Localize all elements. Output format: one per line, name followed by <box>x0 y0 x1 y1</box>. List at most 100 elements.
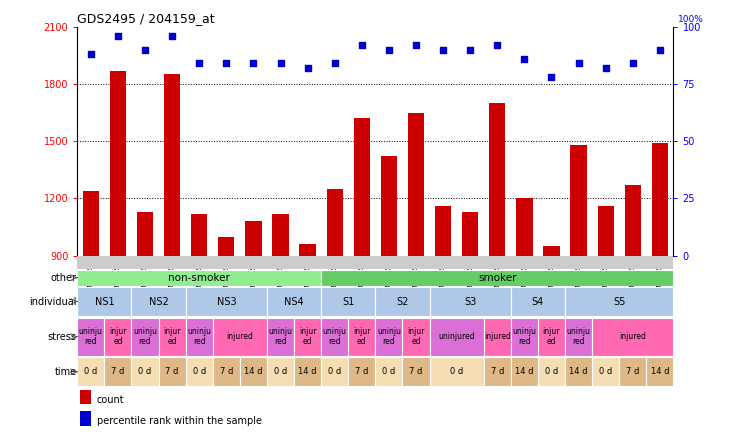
Bar <box>77 357 105 386</box>
Text: injured: injured <box>227 332 253 341</box>
Bar <box>164 74 180 428</box>
Text: non-smoker: non-smoker <box>169 273 230 283</box>
Bar <box>240 357 267 386</box>
Bar <box>272 214 289 428</box>
Bar <box>327 189 343 428</box>
Text: injured: injured <box>484 332 511 341</box>
Bar <box>77 317 105 356</box>
Text: NS4: NS4 <box>284 297 304 306</box>
Text: GDS2495 / 204159_at: GDS2495 / 204159_at <box>77 12 215 25</box>
Text: uninjured: uninjured <box>439 332 475 341</box>
Text: 0 d: 0 d <box>328 367 342 377</box>
Bar <box>105 317 132 356</box>
Bar <box>565 317 592 356</box>
Bar <box>348 317 375 356</box>
Text: injured: injured <box>620 332 646 341</box>
Text: 0 d: 0 d <box>599 367 612 377</box>
Point <box>573 60 584 67</box>
Text: S2: S2 <box>396 297 408 306</box>
Bar <box>132 287 185 316</box>
Point <box>437 46 449 53</box>
Point <box>302 64 314 71</box>
Text: 7 d: 7 d <box>409 367 422 377</box>
Bar <box>267 287 321 316</box>
Bar <box>511 287 565 316</box>
Text: uninju
red: uninju red <box>512 327 537 346</box>
Text: 0 d: 0 d <box>138 367 152 377</box>
Point <box>139 46 151 53</box>
Text: 0 d: 0 d <box>382 367 395 377</box>
Point <box>600 64 612 71</box>
Point <box>383 46 394 53</box>
Bar <box>354 118 370 428</box>
Text: percentile rank within the sample: percentile rank within the sample <box>97 416 262 426</box>
Text: uninju
red: uninju red <box>269 327 292 346</box>
Point <box>275 60 286 67</box>
Bar <box>408 112 424 428</box>
Text: 14 d: 14 d <box>570 367 588 377</box>
Text: smoker: smoker <box>478 273 517 283</box>
Bar <box>435 206 451 428</box>
Text: count: count <box>97 395 124 405</box>
Point <box>166 32 178 40</box>
Bar <box>511 357 538 386</box>
Text: uninju
red: uninju red <box>187 327 211 346</box>
Text: 0 d: 0 d <box>274 367 287 377</box>
Text: 0 d: 0 d <box>84 367 97 377</box>
Point <box>356 41 368 48</box>
Bar <box>80 411 91 426</box>
Bar <box>570 145 587 428</box>
Bar <box>77 287 132 316</box>
Bar <box>543 246 559 428</box>
Text: 7 d: 7 d <box>491 367 504 377</box>
Text: uninju
red: uninju red <box>567 327 590 346</box>
Bar <box>516 198 533 428</box>
Bar <box>430 357 484 386</box>
Bar <box>82 191 99 428</box>
Bar <box>77 270 321 285</box>
Bar <box>321 357 348 386</box>
Text: S5: S5 <box>613 297 626 306</box>
Bar <box>300 244 316 428</box>
Bar <box>185 287 267 316</box>
Text: 7 d: 7 d <box>219 367 233 377</box>
Bar <box>652 143 668 428</box>
Bar <box>348 357 375 386</box>
Point <box>329 60 341 67</box>
Bar <box>77 256 673 270</box>
Bar <box>403 317 430 356</box>
Bar <box>462 212 478 428</box>
Point <box>410 41 422 48</box>
Point <box>492 41 503 48</box>
Text: stress: stress <box>48 332 77 342</box>
Bar <box>185 357 213 386</box>
Text: injur
ed: injur ed <box>109 327 127 346</box>
Bar <box>267 317 294 356</box>
Text: time: time <box>54 367 77 377</box>
Bar <box>294 317 321 356</box>
Bar <box>321 270 673 285</box>
Bar <box>598 206 614 428</box>
Bar <box>538 317 565 356</box>
Text: 7 d: 7 d <box>111 367 124 377</box>
Bar <box>218 237 235 428</box>
Bar <box>565 357 592 386</box>
Text: 14 d: 14 d <box>515 367 534 377</box>
Bar <box>484 317 511 356</box>
Text: NS3: NS3 <box>216 297 236 306</box>
Bar <box>105 357 132 386</box>
Bar <box>132 357 158 386</box>
Text: NS2: NS2 <box>149 297 169 306</box>
Bar <box>565 287 673 316</box>
Point <box>545 74 557 81</box>
Bar <box>430 317 484 356</box>
Text: S1: S1 <box>342 297 355 306</box>
Bar <box>375 317 403 356</box>
Point <box>85 51 96 58</box>
Bar <box>267 357 294 386</box>
Bar <box>321 287 375 316</box>
Bar <box>132 317 158 356</box>
Point <box>194 60 205 67</box>
Bar <box>375 287 430 316</box>
Text: S3: S3 <box>464 297 476 306</box>
